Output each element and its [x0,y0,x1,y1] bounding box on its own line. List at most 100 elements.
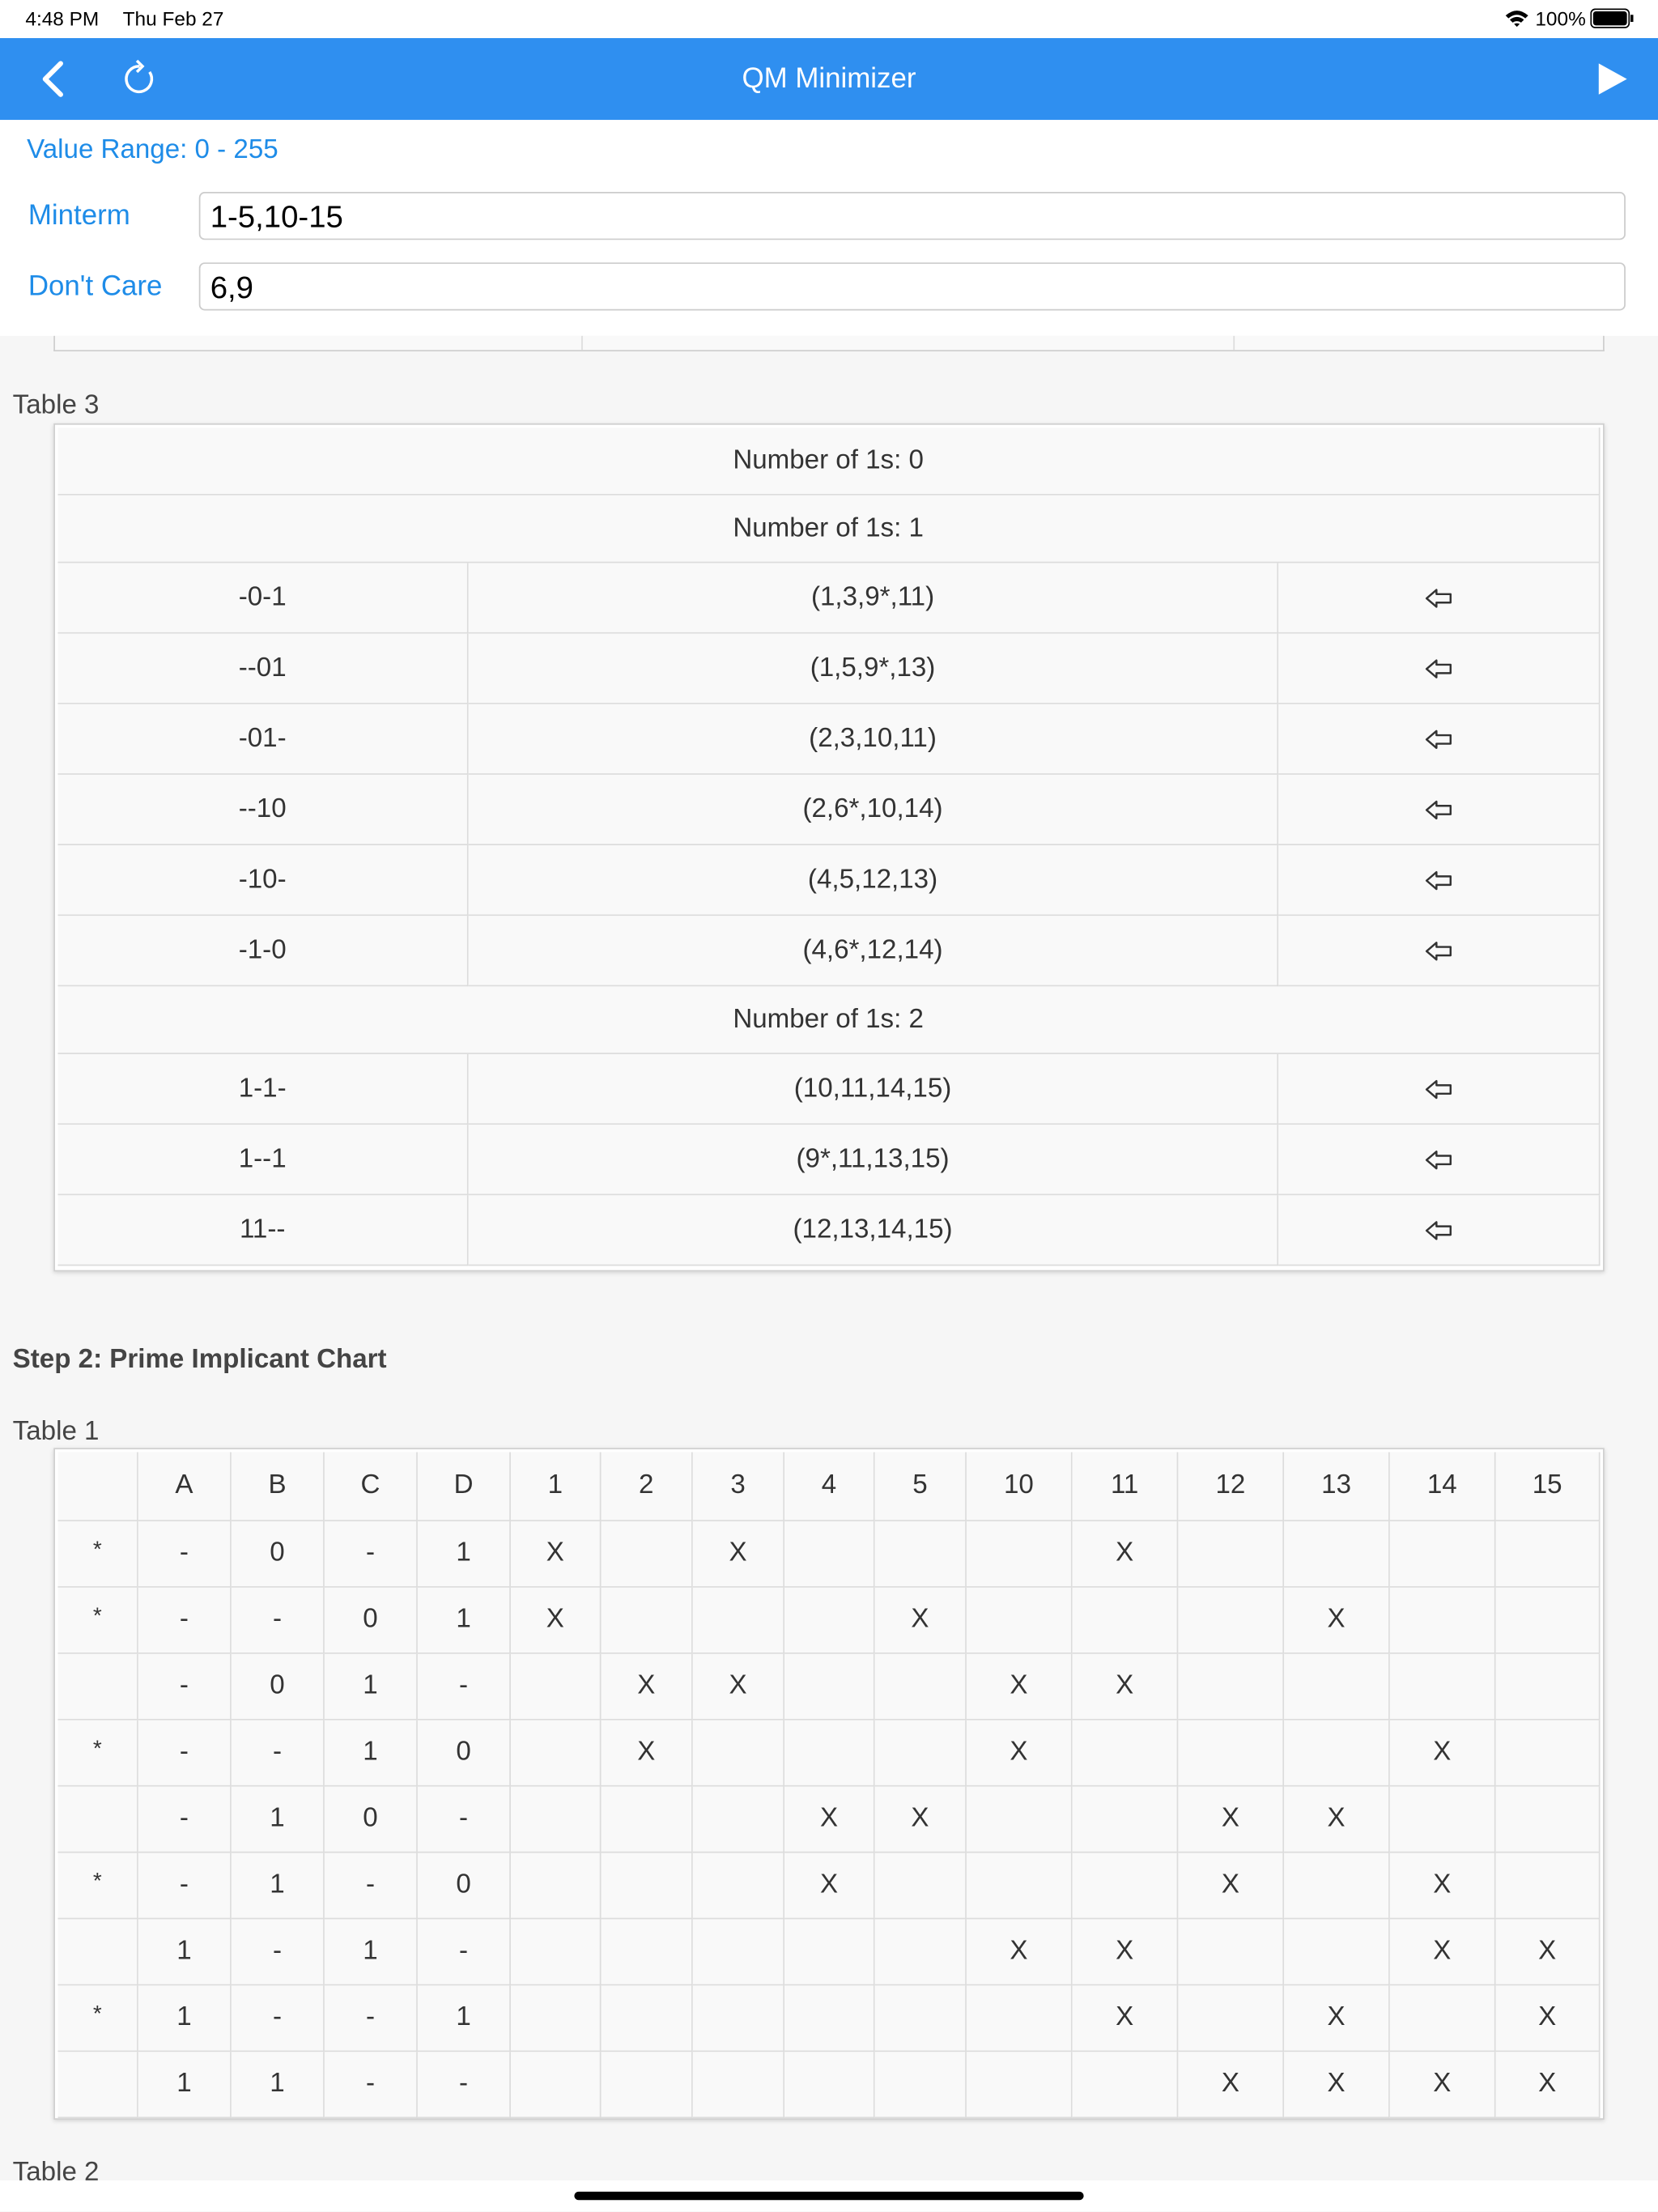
dont-care-label: Don't Care [28,270,163,302]
table-cell [510,1720,602,1787]
group-header: Number of 1s: 1 [57,495,1601,564]
header-cell: 13 [1284,1452,1390,1521]
table-cell [1178,1587,1285,1654]
refresh-button[interactable] [121,59,158,99]
prime-mark: * [57,1587,138,1654]
cover-mark: X [1178,1786,1285,1853]
table-cell: -10- [57,845,469,917]
table-cell: 1 [231,1853,325,1920]
table-cell [1178,1985,1285,2052]
table-cell: --10 [57,774,469,846]
table-cell: 1 [417,1587,511,1654]
status-bar: 4:48 PM Thu Feb 27 100% [0,0,1658,39]
table-cell [601,2052,693,2119]
divider [581,335,583,351]
header-cell: 12 [1178,1452,1285,1521]
wifi-icon [1505,11,1528,28]
cover-mark: X [966,1720,1073,1787]
table-cell [601,1587,693,1654]
table-cell: - [231,1919,325,1986]
left-arrow [1425,799,1452,819]
table-cell [692,1919,785,1986]
table-cell [1072,1587,1179,1654]
table-cell [510,1653,602,1721]
left-arrow [1425,1220,1452,1240]
arrow-icon [1278,845,1601,917]
table-cell: - [417,2052,511,2119]
arrow-icon [1278,774,1601,846]
prime-mark [57,1786,138,1853]
table-remnant [53,335,1605,352]
table-cell: - [324,2052,418,2119]
table-cell [1178,1521,1285,1588]
nav-title: QM Minimizer [742,63,916,95]
table-cell: 1--1 [57,1125,469,1196]
cover-mark: X [1072,1985,1179,2052]
status-date: Thu Feb 27 [122,6,224,30]
cover-mark: X [1389,1853,1496,1920]
table-cell: -1-0 [57,916,469,987]
table-cell [1495,1786,1601,1853]
table-cell [1284,1521,1390,1588]
cover-mark: X [1072,1919,1179,1986]
table-cell [1072,1786,1179,1853]
table-cell [692,1587,785,1654]
table-cell: 1 [231,1786,325,1853]
table-cell [692,2052,785,2119]
cover-mark: X [601,1720,693,1787]
table-cell [1284,1720,1390,1787]
table-cell [1284,1653,1390,1721]
left-arrow [1425,870,1452,890]
arrow-icon [1278,633,1601,704]
table-cell [601,1853,693,1920]
header-cell: B [231,1452,325,1521]
table-cell: 1 [417,1521,511,1588]
table-cell [1178,1919,1285,1986]
table-cell: 0 [231,1521,325,1588]
arrow-icon [1278,1195,1601,1266]
table-cell: (12,13,14,15) [468,1195,1279,1266]
prime-mark [57,1919,138,1986]
prime-mark: * [57,1985,138,2052]
table-cell [1495,1521,1601,1588]
cover-mark: X [1284,1587,1390,1654]
cover-mark: X [510,1521,602,1588]
table-label: Table 1 [12,1416,100,1447]
table-cell: 0 [324,1587,418,1654]
table-cell: - [417,1919,511,1986]
table-cell: - [231,1587,325,1654]
cover-mark: X [1495,2052,1601,2119]
left-arrow [1425,658,1452,678]
table-cell [784,1985,875,2052]
dont-care-input[interactable]: 6,9 [198,262,1626,311]
table-cell: (1,5,9*,13) [468,633,1279,704]
table-label: Table 3 [12,390,100,421]
cover-mark: X [966,1653,1073,1721]
table-cell [1389,1653,1496,1721]
table-cell [1495,1720,1601,1787]
table-cell [1389,1587,1496,1654]
header-cell: 2 [601,1452,693,1521]
table-cell: 0 [417,1720,511,1787]
left-arrow [1425,1079,1452,1099]
status-time: 4:48 PM [25,6,100,30]
table-cell [692,1786,785,1853]
table-cell [874,1919,967,1986]
group-header: Number of 1s: 2 [57,986,1601,1055]
table-cell: - [417,1653,511,1721]
table-cell: -0-1 [57,563,469,634]
table-cell [510,1853,602,1920]
table-cell: 0 [324,1786,418,1853]
cover-mark: X [1178,2052,1285,2119]
minterm-input[interactable]: 1-5,10-15 [198,192,1626,240]
table-cell [601,1919,693,1986]
cover-mark: X [1389,1919,1496,1986]
header-cell: 3 [692,1452,785,1521]
back-button[interactable] [36,59,67,99]
table: Number of 1s: 0 Number of 1s: 1 -0-1 (1,3,9… [53,423,1605,1272]
cover-mark: X [1178,1853,1285,1920]
run-button[interactable] [1596,62,1630,96]
header-cell: 1 [510,1452,602,1521]
